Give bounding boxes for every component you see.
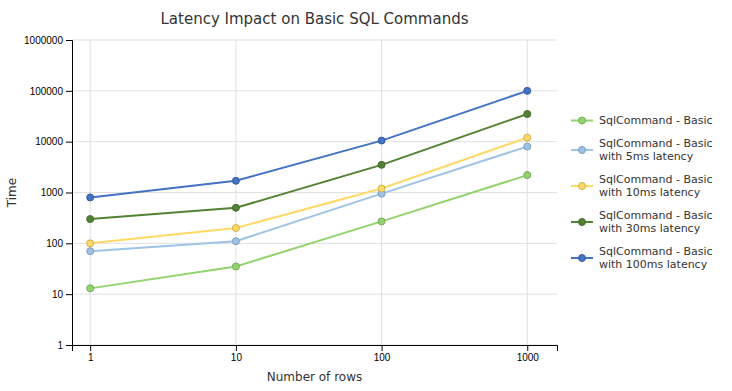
x-tick: 1000: [517, 345, 540, 363]
legend-label-line: with 5ms latency: [599, 150, 694, 163]
x-tick-mark: [236, 345, 237, 351]
legend-swatch-marker: [579, 117, 586, 124]
y-tick-label: 1000: [41, 187, 64, 198]
legend-swatch-marker: [579, 147, 586, 154]
y-tick-mark: [66, 243, 72, 244]
legend-item: SqlCommand - Basicwith 10ms latency: [571, 173, 713, 199]
legend-item: SqlCommand - Basicwith 5ms latency: [571, 137, 713, 163]
y-tick-mark: [66, 142, 72, 143]
x-axis: 1 10 100 1000: [73, 345, 558, 363]
legend-label-line: SqlCommand - Basic: [599, 209, 713, 222]
x-tick: 100: [374, 345, 391, 363]
series: [87, 111, 531, 223]
point: [524, 143, 531, 150]
y-tick: 10: [52, 289, 72, 300]
point: [378, 137, 385, 144]
legend: SqlCommand - BasicSqlCommand - Basicwith…: [571, 114, 713, 271]
legend-label-line: SqlCommand - Basic: [599, 137, 713, 150]
x-axis-label: Number of rows: [267, 370, 362, 384]
y-tick-mark: [66, 294, 72, 295]
point: [524, 111, 531, 118]
legend-swatch-marker: [579, 255, 586, 262]
y-tick: 1000000: [24, 35, 72, 46]
legend-swatch-marker: [579, 183, 586, 190]
legend-label-line: SqlCommand - Basic: [599, 114, 713, 127]
point: [378, 218, 385, 225]
x-tick: 1: [88, 345, 94, 363]
legend-item: SqlCommand - Basicwith 100ms latency: [571, 245, 713, 271]
y-axis-line: [66, 41, 73, 346]
y-grid-line: [72, 90, 557, 91]
legend-label-line: with 10ms latency: [599, 186, 701, 199]
legend-item: SqlCommand - Basicwith 30ms latency: [571, 209, 713, 235]
y-tick: 100000: [30, 86, 72, 97]
y-grid-line: [72, 294, 557, 295]
x-tick: 10: [231, 345, 243, 363]
x-tick-mark: [90, 345, 91, 351]
x-tick-label: 1: [88, 352, 94, 363]
y-tick-label: 1: [57, 340, 63, 351]
point: [232, 238, 239, 245]
point: [378, 185, 385, 192]
legend-item: SqlCommand - Basic: [571, 114, 713, 127]
x-tick-mark: [382, 345, 383, 351]
series-line: [90, 114, 527, 219]
legend-label: SqlCommand - Basicwith 100ms latency: [599, 245, 713, 271]
y-tick: 100: [46, 238, 72, 249]
legend-label-line: SqlCommand - Basic: [599, 173, 713, 186]
legend-label-line: SqlCommand - Basic: [599, 245, 713, 258]
y-tick-mark: [66, 345, 72, 346]
point: [87, 285, 94, 292]
y-tick-label: 10: [52, 289, 64, 300]
y-tick: 10000: [35, 136, 72, 147]
series-group: [87, 87, 531, 292]
y-tick: 1: [57, 340, 72, 351]
point: [87, 248, 94, 255]
y-tick-label: 100000: [30, 86, 64, 97]
point: [524, 87, 531, 94]
x-tick-label: 10: [231, 352, 243, 363]
x-tick-label: 100: [374, 352, 391, 363]
point: [87, 216, 94, 223]
x-axis-line: [73, 346, 558, 352]
y-tick-mark: [66, 193, 72, 194]
y-tick-label: 10000: [35, 136, 63, 147]
chart: 1 10 100 1000 1 10 100 1000 10000 100000 1000000 La…: [0, 0, 732, 391]
point: [232, 177, 239, 184]
point: [232, 225, 239, 232]
point: [232, 263, 239, 270]
legend-label: SqlCommand - Basic: [599, 114, 713, 127]
y-tick: 1000: [41, 187, 72, 198]
y-tick-mark: [66, 91, 72, 92]
y-grid-line: [72, 40, 557, 41]
legend-label: SqlCommand - Basicwith 10ms latency: [599, 173, 713, 199]
plot-area: 1 10 100 1000 1 10 100 1000 10000 100000 1000000: [24, 35, 557, 363]
point: [524, 172, 531, 179]
y-tick-label: 1000000: [24, 35, 63, 46]
series-line: [90, 91, 527, 198]
y-grid-line: [72, 141, 557, 142]
x-tick-label: 1000: [517, 352, 540, 363]
legend-label-line: with 100ms latency: [599, 258, 708, 271]
point: [232, 204, 239, 211]
legend-label: SqlCommand - Basicwith 5ms latency: [599, 137, 713, 163]
point: [87, 240, 94, 247]
point: [524, 134, 531, 141]
legend-label-line: with 30ms latency: [599, 222, 701, 235]
y-tick-mark: [66, 40, 72, 41]
y-axis-label: Time: [5, 178, 19, 208]
legend-swatch-marker: [579, 219, 586, 226]
y-tick-label: 100: [46, 238, 63, 249]
series-line: [90, 175, 527, 288]
grid: [72, 40, 557, 345]
title: Latency Impact on Basic SQL Commands: [161, 10, 469, 28]
legend-label: SqlCommand - Basicwith 30ms latency: [599, 209, 713, 235]
series: [87, 87, 531, 201]
point: [87, 194, 94, 201]
y-axis: 1 10 100 1000 10000 100000 1000000: [24, 35, 72, 351]
x-tick-mark: [527, 345, 528, 351]
point: [378, 161, 385, 168]
